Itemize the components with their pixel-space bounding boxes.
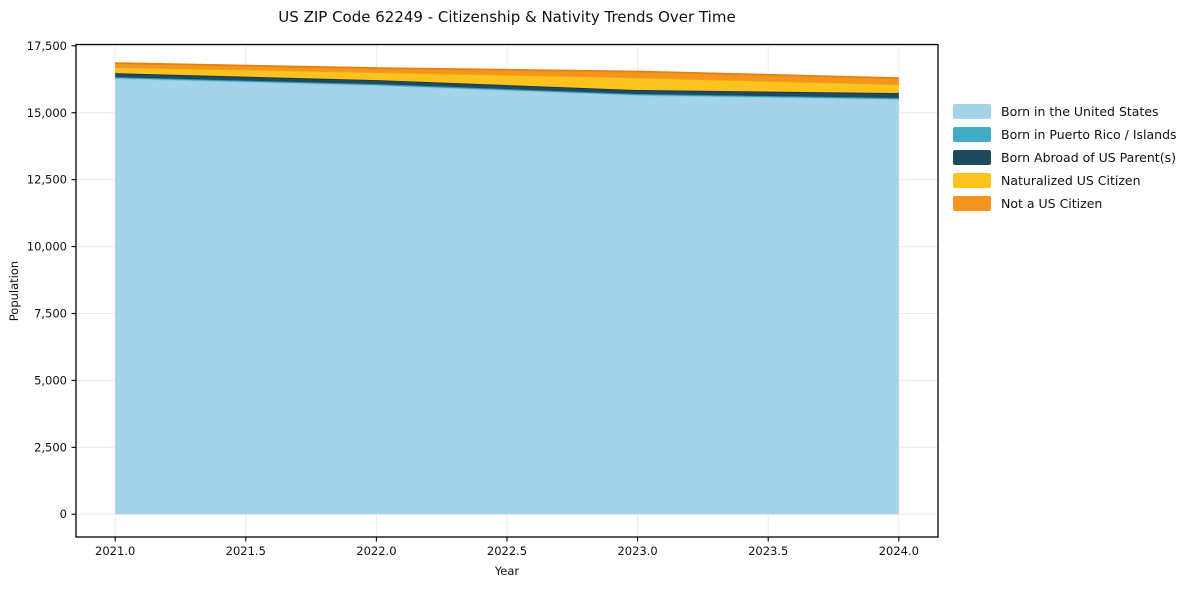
x-tick-label: 2023.5: [748, 544, 788, 558]
legend: Born in the United States Born in Puerto …: [953, 104, 1177, 219]
legend-swatch-icon: [953, 127, 991, 142]
legend-item: Born in Puerto Rico / Islands: [953, 127, 1177, 142]
x-tick-label: 2024.0: [879, 544, 919, 558]
y-tick-label: 5,000: [34, 373, 67, 387]
y-axis-label: Population: [7, 260, 21, 322]
legend-item: Born in the United States: [953, 104, 1177, 119]
chart-title: US ZIP Code 62249 - Citizenship & Nativi…: [278, 8, 736, 26]
legend-label: Born in the United States: [1001, 104, 1159, 119]
legend-swatch-icon: [953, 173, 991, 188]
y-tick-label: 2,500: [34, 440, 67, 454]
legend-label: Born in Puerto Rico / Islands: [1001, 127, 1177, 142]
x-tick-label: 2021.0: [95, 544, 135, 558]
legend-swatch-icon: [953, 196, 991, 211]
legend-swatch-icon: [953, 150, 991, 165]
x-tick-label: 2022.0: [356, 544, 396, 558]
legend-item: Born Abroad of US Parent(s): [953, 150, 1177, 165]
y-tick-label: 12,500: [27, 173, 67, 187]
legend-item: Naturalized US Citizen: [953, 173, 1177, 188]
x-tick-label: 2022.5: [487, 544, 527, 558]
area-series-edge: [115, 62, 899, 79]
legend-item: Not a US Citizen: [953, 196, 1177, 211]
legend-swatch-icon: [953, 104, 991, 119]
area-series: [115, 78, 899, 515]
y-tick-label: 0: [60, 507, 67, 521]
area-series: [115, 63, 899, 85]
y-tick-label: 10,000: [27, 240, 67, 254]
x-tick-label: 2023.0: [617, 544, 657, 558]
y-tick-label: 7,500: [34, 307, 67, 321]
y-tick-label: 15,000: [27, 106, 67, 120]
legend-label: Not a US Citizen: [1001, 196, 1103, 211]
area-series: [115, 67, 899, 94]
legend-label: Born Abroad of US Parent(s): [1001, 150, 1176, 165]
legend-label: Naturalized US Citizen: [1001, 173, 1141, 188]
x-tick-label: 2021.5: [226, 544, 266, 558]
x-axis-label: Year: [494, 564, 520, 578]
y-tick-label: 17,500: [27, 39, 67, 53]
